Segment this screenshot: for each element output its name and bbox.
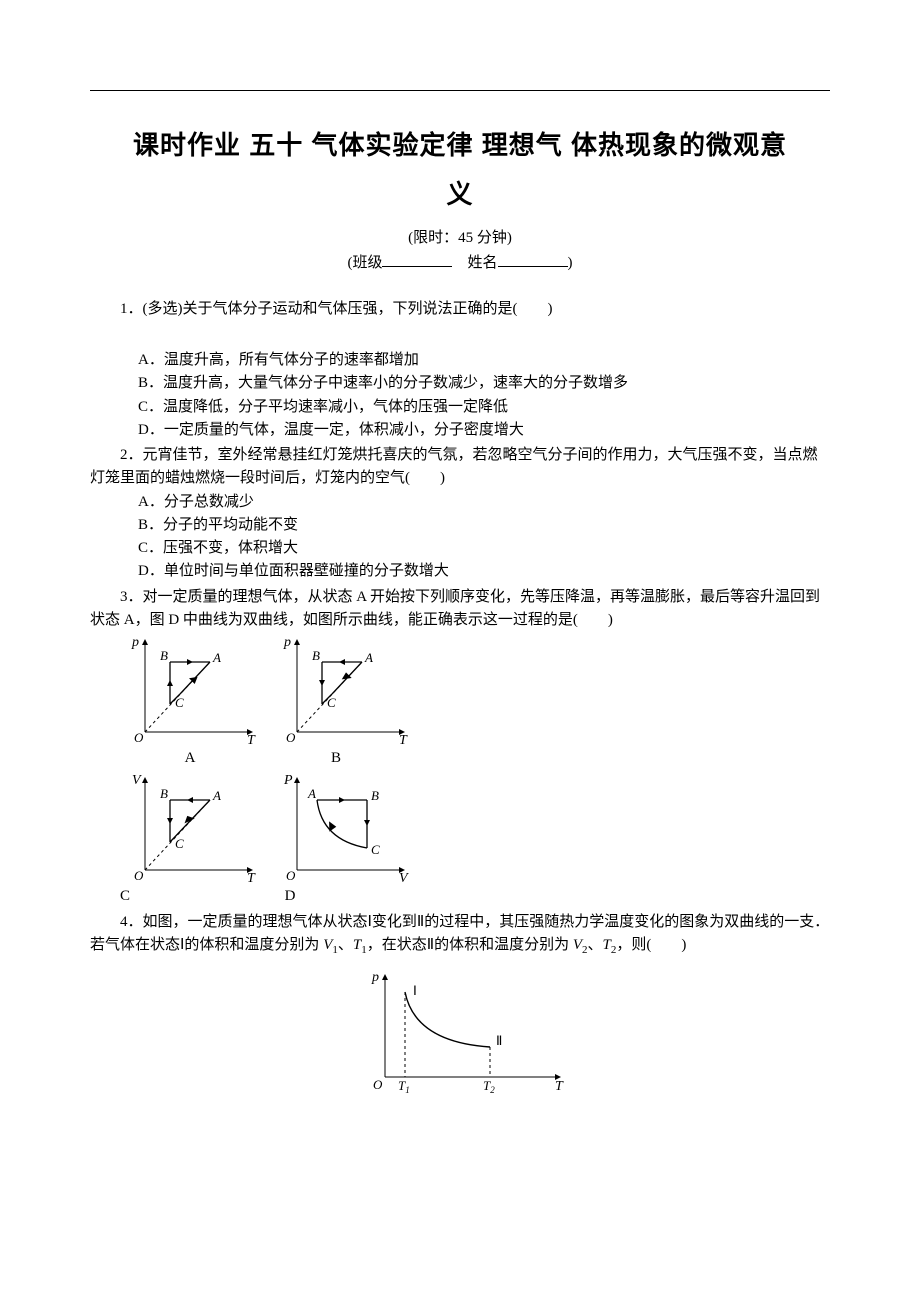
worksheet-title: 课时作业 五十 气体实验定律 理想气 体热现象的微观意 义 — [90, 121, 830, 220]
q3-diagram-c: V T O B A C — [120, 770, 260, 885]
q3-diagram-a: p T O B A C — [120, 632, 260, 747]
origin: O — [134, 730, 144, 745]
name-blank — [498, 251, 568, 267]
q1-opt-b: B．温度升高，大量气体分子中速率小的分子数减少，速率大的分子数增多 — [90, 372, 830, 395]
q1-opt-d: D．一定质量的气体，温度一定，体积减小，分子密度增大 — [90, 419, 830, 442]
pt-A: A — [307, 786, 316, 801]
q3-stem: 3．对一定质量的理想气体，从状态 A 开始按下列顺序变化，先等压降温，再等温膨胀… — [90, 586, 830, 633]
axis-y: P — [283, 773, 293, 788]
q2-opt-b: B．分子的平均动能不变 — [90, 514, 830, 537]
q3-diagrams-row1: p T O B A C — [120, 632, 830, 747]
title-line-2: 义 — [90, 170, 830, 219]
q3-diagram-b: p T O B A C — [272, 632, 412, 747]
axis-y: p — [131, 635, 139, 650]
axis-x: T — [555, 1079, 564, 1094]
axis-x: T — [247, 871, 256, 885]
q2-opt-a: A．分子总数减少 — [90, 491, 830, 514]
q2-opt-c: C．压强不变，体积增大 — [90, 537, 830, 560]
name-line: (班级 姓名) — [90, 251, 830, 272]
q3-label-b: B — [260, 747, 412, 770]
pt-C: C — [371, 842, 380, 857]
q3-labels-row1: A B — [120, 747, 830, 770]
q2-options: A．分子总数减少 B．分子的平均动能不变 C．压强不变，体积增大 D．单位时间与… — [90, 491, 830, 584]
pt-A: A — [212, 650, 221, 665]
pt-A: A — [212, 788, 221, 803]
t1-label: T1 — [398, 1078, 410, 1095]
axis-y: p — [283, 635, 291, 650]
pt-B: B — [312, 648, 320, 663]
q3-diagram-d: P V O A B C — [272, 770, 412, 885]
state-2: Ⅱ — [496, 1033, 502, 1048]
q1-opt-a: A．温度升高，所有气体分子的速率都增加 — [90, 349, 830, 372]
q3-label-c: C — [120, 885, 190, 908]
top-rule — [90, 90, 830, 91]
name-label: 姓名 — [467, 255, 497, 271]
q1-options: A．温度升高，所有气体分子的速率都增加 B．温度升高，大量气体分子中速率小的分子… — [90, 349, 830, 442]
axis-y: V — [132, 773, 142, 788]
nameline-close: ) — [568, 255, 573, 271]
q2-opt-d: D．单位时间与单位面积器壁碰撞的分子数增大 — [90, 560, 830, 583]
origin: O — [286, 730, 296, 745]
origin: O — [373, 1077, 383, 1092]
origin: O — [134, 868, 144, 883]
class-label: (班级 — [347, 255, 382, 271]
q4-figure: p T O Ⅰ Ⅱ T1 T2 — [90, 967, 830, 1105]
class-blank — [382, 251, 452, 267]
q3-diagrams-row2: V T O B A C — [120, 770, 830, 885]
t2-label: T2 — [483, 1078, 495, 1095]
pt-C: C — [327, 695, 336, 710]
pt-B: B — [160, 648, 168, 663]
origin: O — [286, 868, 296, 883]
pt-C: C — [175, 695, 184, 710]
q3-label-a: A — [120, 747, 260, 770]
q3-labels-row2: C D — [120, 885, 830, 908]
axis-y: p — [371, 970, 379, 985]
q1-stem: 1．(多选)关于气体分子运动和气体压强，下列说法正确的是( ) — [90, 298, 830, 321]
axis-x: T — [399, 733, 408, 747]
axis-x: T — [247, 733, 256, 747]
axis-x: V — [399, 871, 409, 885]
q1-opt-c: C．温度降低，分子平均速率减小，气体的压强一定降低 — [90, 396, 830, 419]
q3-label-d: D — [190, 885, 390, 908]
pt-C: C — [175, 836, 184, 851]
q4-stem: 4．如图，一定质量的理想气体从状态Ⅰ变化到Ⅱ的过程中，其压强随热力学温度变化的图… — [90, 911, 830, 959]
q2-stem: 2．元宵佳节，室外经常悬挂红灯笼烘托喜庆的气氛，若忽略空气分子间的作用力，大气压… — [90, 444, 830, 491]
time-limit: (限时：45 分钟) — [90, 226, 830, 247]
pt-B: B — [160, 786, 168, 801]
state-1: Ⅰ — [413, 983, 417, 998]
pt-A: A — [364, 650, 373, 665]
pt-B: B — [371, 788, 379, 803]
title-line-1: 课时作业 五十 气体实验定律 理想气 体热现象的微观意 — [90, 121, 830, 170]
